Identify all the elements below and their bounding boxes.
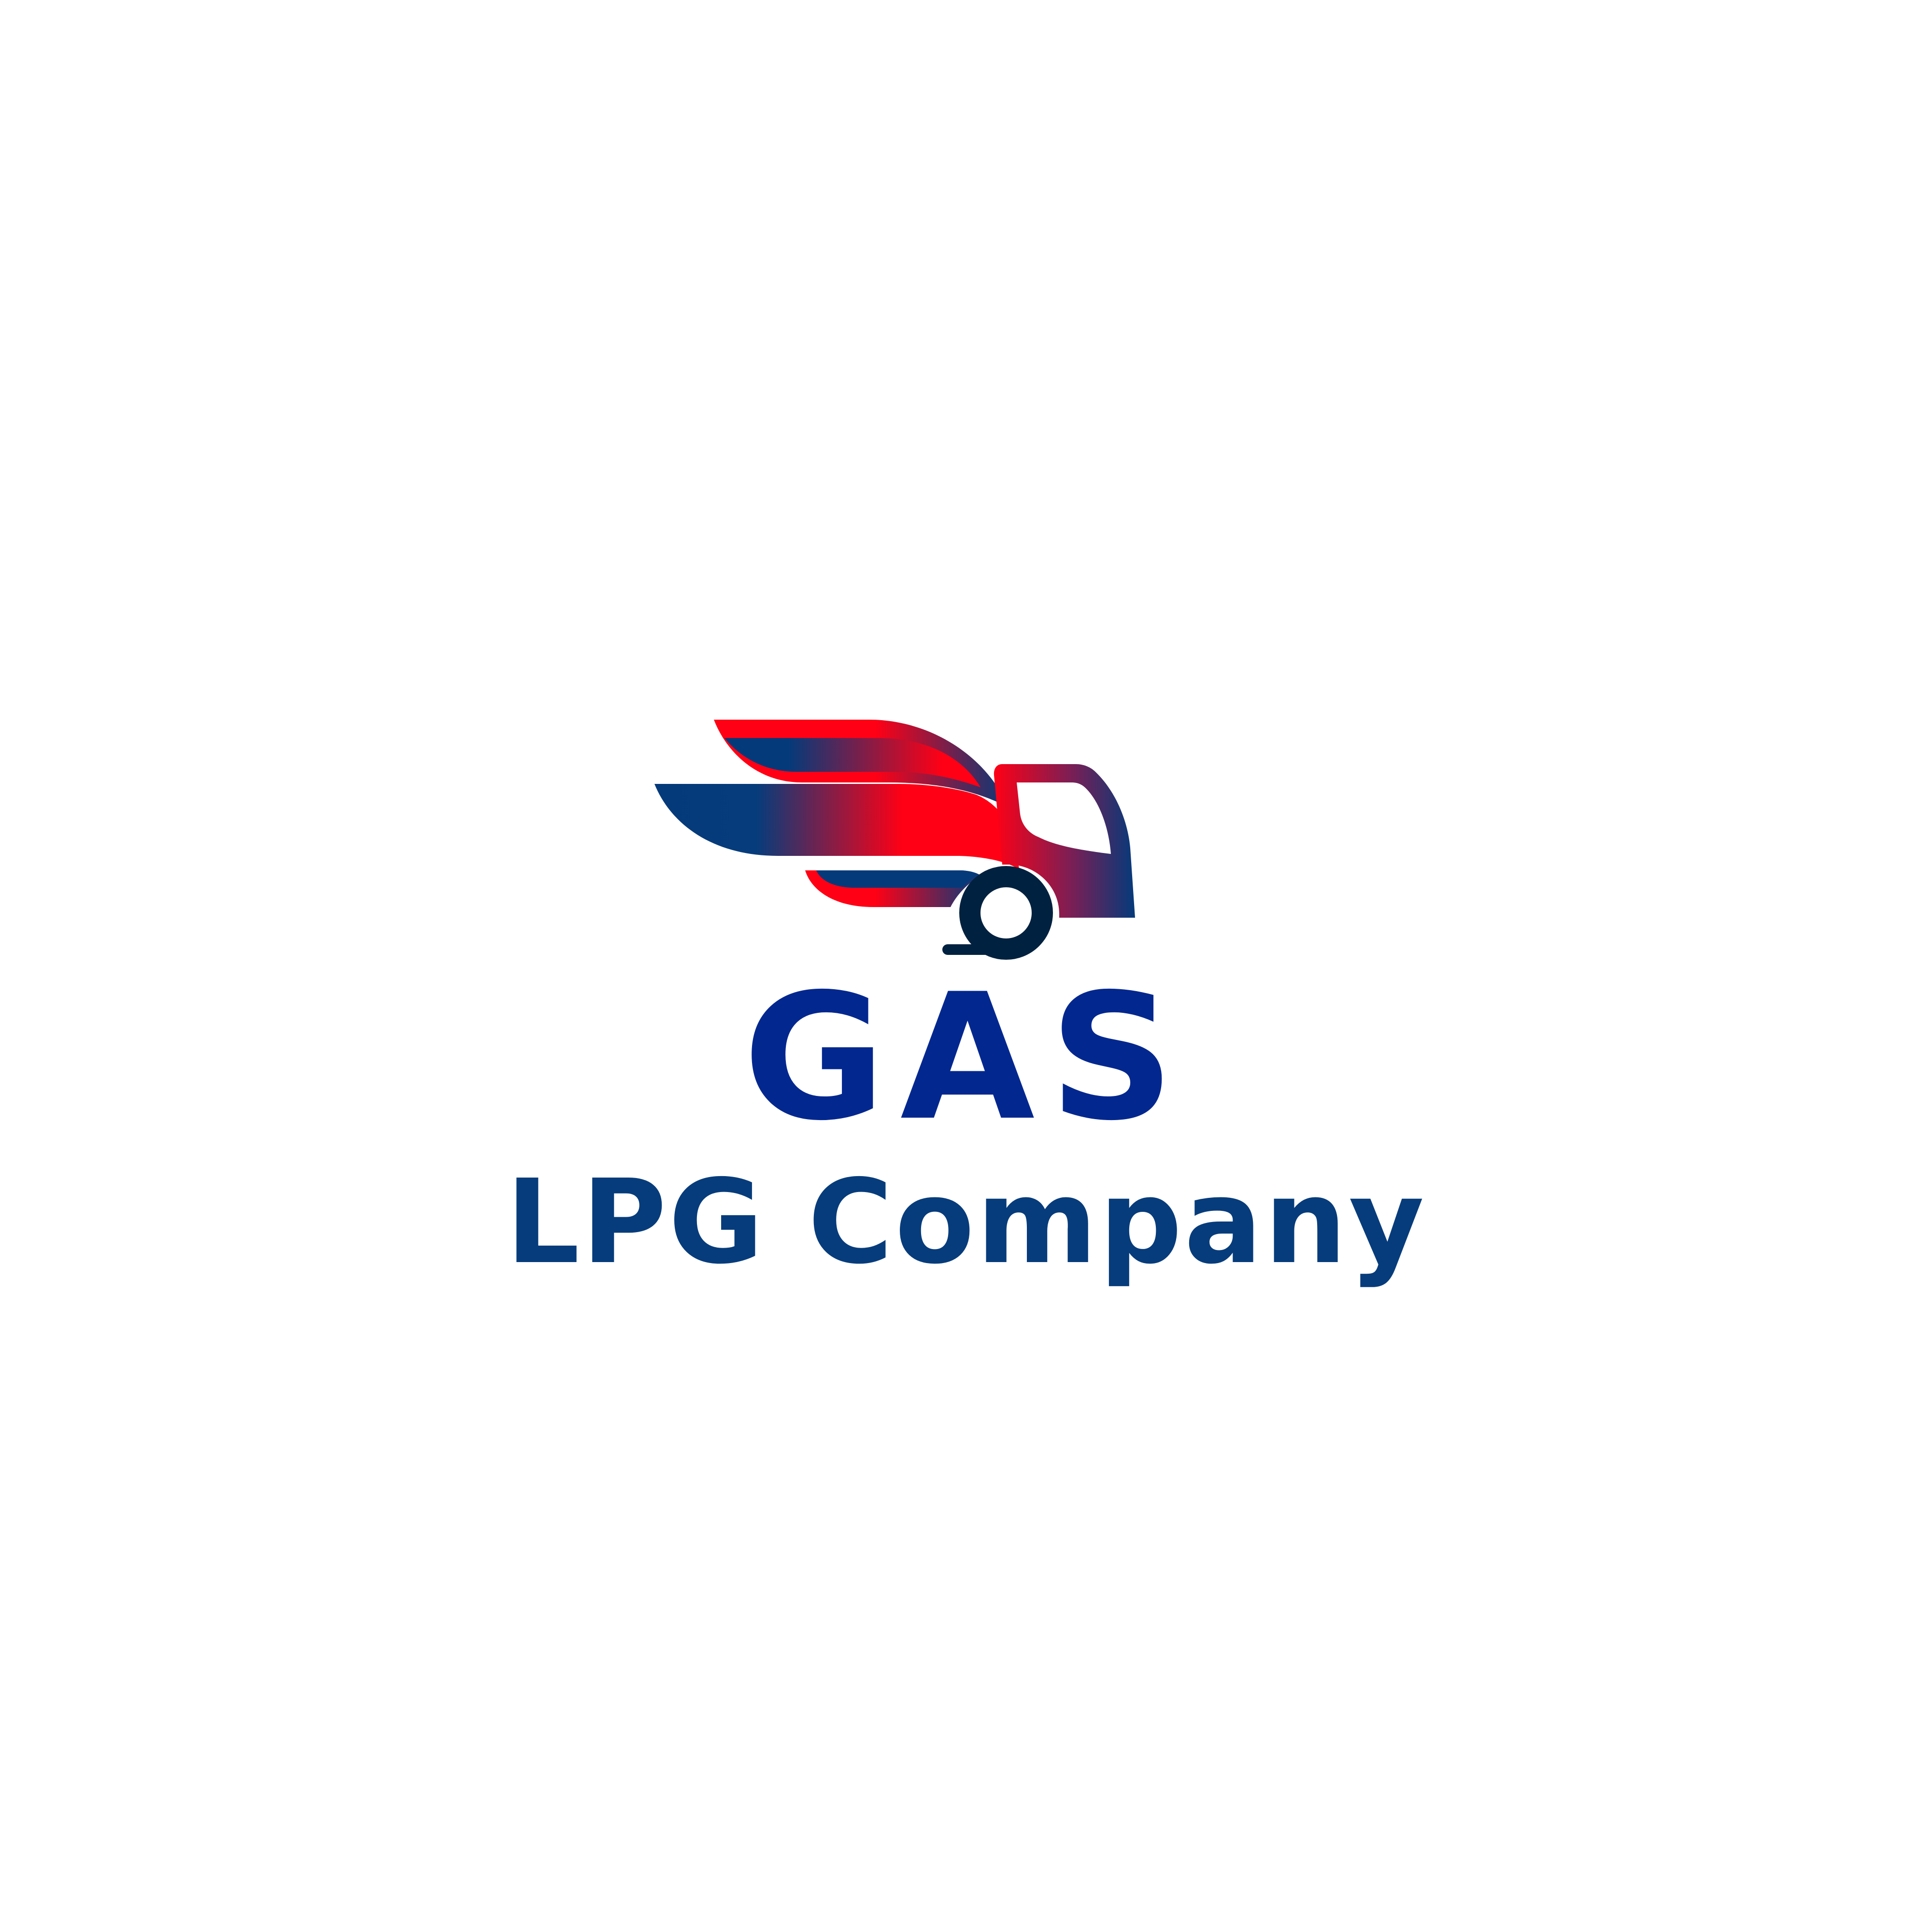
- brand-tagline: LPG Company: [506, 1154, 1426, 1290]
- bottom-wing-band: [816, 870, 978, 888]
- wheel-ground-curve: [1003, 923, 1048, 955]
- brand-title: GAS: [743, 956, 1189, 1159]
- truck-cab-shape: [994, 764, 1135, 918]
- middle-wing-shape: [654, 784, 1019, 869]
- top-wing-band: [724, 738, 980, 787]
